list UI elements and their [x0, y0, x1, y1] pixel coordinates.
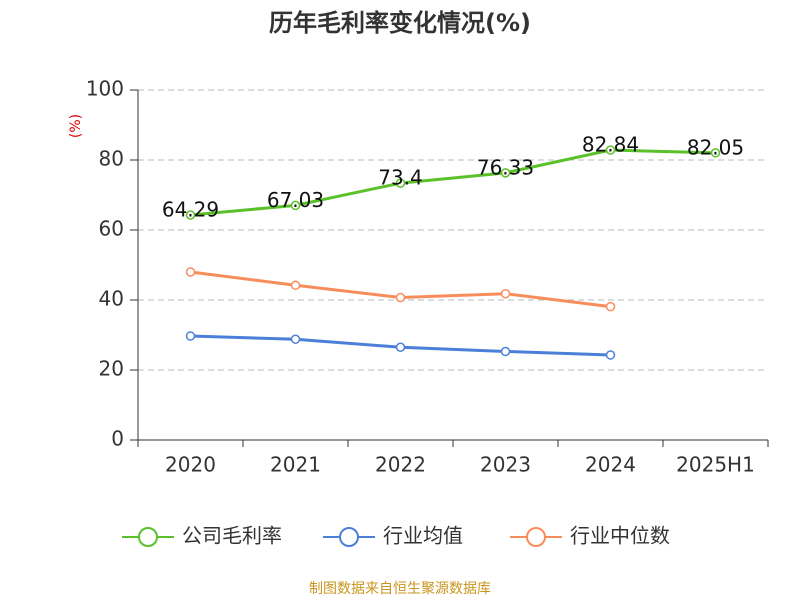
legend-marker	[138, 527, 158, 547]
y-tick-label: 100	[86, 77, 124, 101]
point	[395, 292, 406, 303]
point	[290, 334, 301, 344]
point	[185, 267, 196, 277]
point	[605, 145, 616, 155]
data-label: 64.29	[162, 197, 219, 221]
point	[500, 168, 511, 178]
legend-label: 行业中位数	[570, 524, 670, 548]
point	[185, 331, 196, 341]
point	[605, 301, 616, 312]
point	[500, 288, 511, 299]
point	[185, 210, 196, 220]
chart-title: 历年毛利率变化情况(%)	[269, 9, 531, 37]
legend-marker	[339, 527, 359, 547]
data-label: 82.05	[687, 135, 744, 159]
y-axis-label: (%)	[68, 114, 84, 138]
y-tick-label: 80	[99, 147, 124, 171]
legend-label: 公司毛利率	[182, 524, 282, 548]
point	[710, 148, 721, 158]
y-tick-label: 20	[99, 357, 124, 381]
point	[500, 346, 511, 357]
data-label: 82.84	[582, 133, 639, 157]
y-tick-label: 0	[111, 427, 124, 451]
data-label: 67.03	[267, 188, 324, 212]
x-tick-label: 2025H1	[676, 453, 755, 477]
data-label: 73.4	[378, 166, 423, 190]
y-tick-label: 40	[99, 287, 124, 311]
series-line	[190, 148, 716, 217]
legend-label: 行业均值	[383, 524, 463, 548]
point	[290, 200, 301, 211]
y-tick-label: 60	[99, 217, 124, 241]
point	[290, 280, 301, 291]
point	[395, 178, 406, 188]
x-tick-label: 2022	[375, 453, 426, 477]
data-label: 76.33	[477, 155, 534, 179]
source-note: 制图数据来自恒生聚源数据库	[309, 581, 491, 597]
x-tick-label: 2020	[165, 453, 216, 477]
x-tick-label: 2024	[585, 453, 636, 477]
point	[605, 350, 616, 360]
point	[395, 342, 406, 352]
legend-marker	[526, 527, 546, 547]
x-tick-label: 2021	[270, 453, 321, 477]
x-tick-label: 2023	[480, 453, 531, 477]
